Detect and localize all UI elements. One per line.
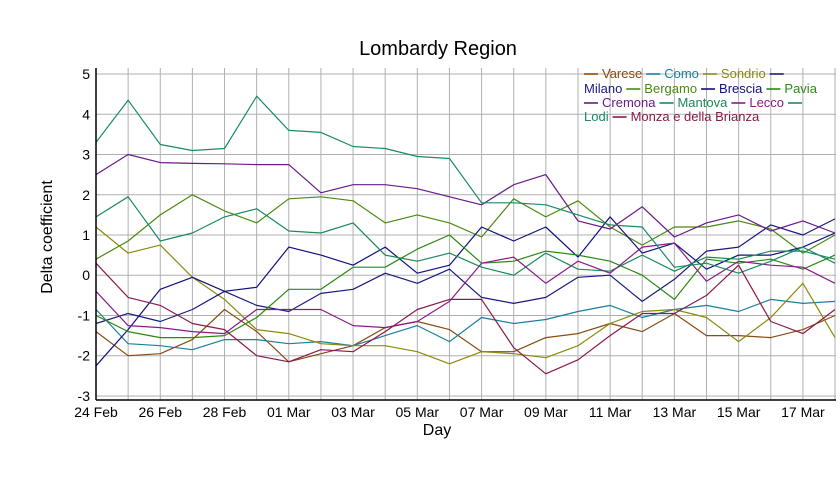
x-tick-label: 03 Mar <box>331 404 375 420</box>
legend-label: Como <box>664 66 699 81</box>
series-line-milano <box>95 218 836 325</box>
y-tick-label: 1 <box>82 227 90 243</box>
y-tick-label: 0 <box>82 267 90 283</box>
x-tick-label: 11 Mar <box>589 404 632 420</box>
x-tick-label: 28 Feb <box>203 404 247 420</box>
y-tick-label: -2 <box>78 348 91 364</box>
y-tick-label: 2 <box>82 187 90 203</box>
series-lines <box>95 95 836 375</box>
x-tick-label: 26 Feb <box>138 404 182 420</box>
axes <box>95 68 836 401</box>
y-tick-label: 4 <box>82 106 90 122</box>
x-tick-label: 09 Mar <box>524 404 568 420</box>
x-tick-label: 01 Mar <box>267 404 311 420</box>
gridlines <box>95 68 836 400</box>
series-line-varese <box>95 308 836 363</box>
legend-label: Lodi <box>584 109 609 124</box>
series-line-mantova <box>95 196 836 276</box>
legend-label: Pavia <box>784 81 817 96</box>
x-tick-label: 17 Mar <box>781 404 825 420</box>
series-line-brescia <box>95 216 836 367</box>
series-line-como <box>95 298 836 351</box>
series-line-lecco <box>95 242 836 335</box>
y-tick-label: -1 <box>78 307 91 323</box>
legend-label: Monza e della Brianza <box>631 109 760 124</box>
series-line-lodi <box>95 95 836 274</box>
legend-label: Sondrio <box>721 66 766 81</box>
y-tick-label: 3 <box>82 147 90 163</box>
chart-title: Lombardy Region <box>359 38 517 60</box>
x-tick-label: 05 Mar <box>396 404 440 420</box>
legend: Varese Como Sondrio Milano Bergamo Brescia Pav… <box>584 66 818 124</box>
series-line-cremona <box>95 153 836 238</box>
legend-label: Lecco <box>749 95 784 110</box>
series-line-pavia <box>95 234 836 339</box>
legend-label: Varese <box>602 66 642 81</box>
series-line-bergamo <box>95 194 836 260</box>
x-tick-label: 07 Mar <box>460 404 504 420</box>
y-tick-label: 5 <box>82 66 90 82</box>
x-tick-label: 24 Feb <box>74 404 118 420</box>
series-line-sondrio <box>95 226 836 365</box>
legend-label: Brescia <box>719 81 763 96</box>
legend-label: Bergamo <box>644 81 697 96</box>
legend-label: Mantova <box>677 95 728 110</box>
tick-labels: -3 -2 -1 0 1 2 3 4 5 24 Feb 26 Feb 28 Feb 01 Mar 03 M… <box>74 66 825 420</box>
legend-label: Milano <box>584 81 622 96</box>
y-tick-label: -3 <box>78 388 91 404</box>
x-tick-label: 15 Mar <box>717 404 761 420</box>
x-tick-label: 13 Mar <box>653 404 697 420</box>
series-line-monza-e-della-brianza <box>95 262 836 375</box>
x-axis-title: Day <box>423 422 451 439</box>
legend-label: Cremona <box>602 95 656 110</box>
y-axis-title: Delta coefficient <box>39 180 56 294</box>
